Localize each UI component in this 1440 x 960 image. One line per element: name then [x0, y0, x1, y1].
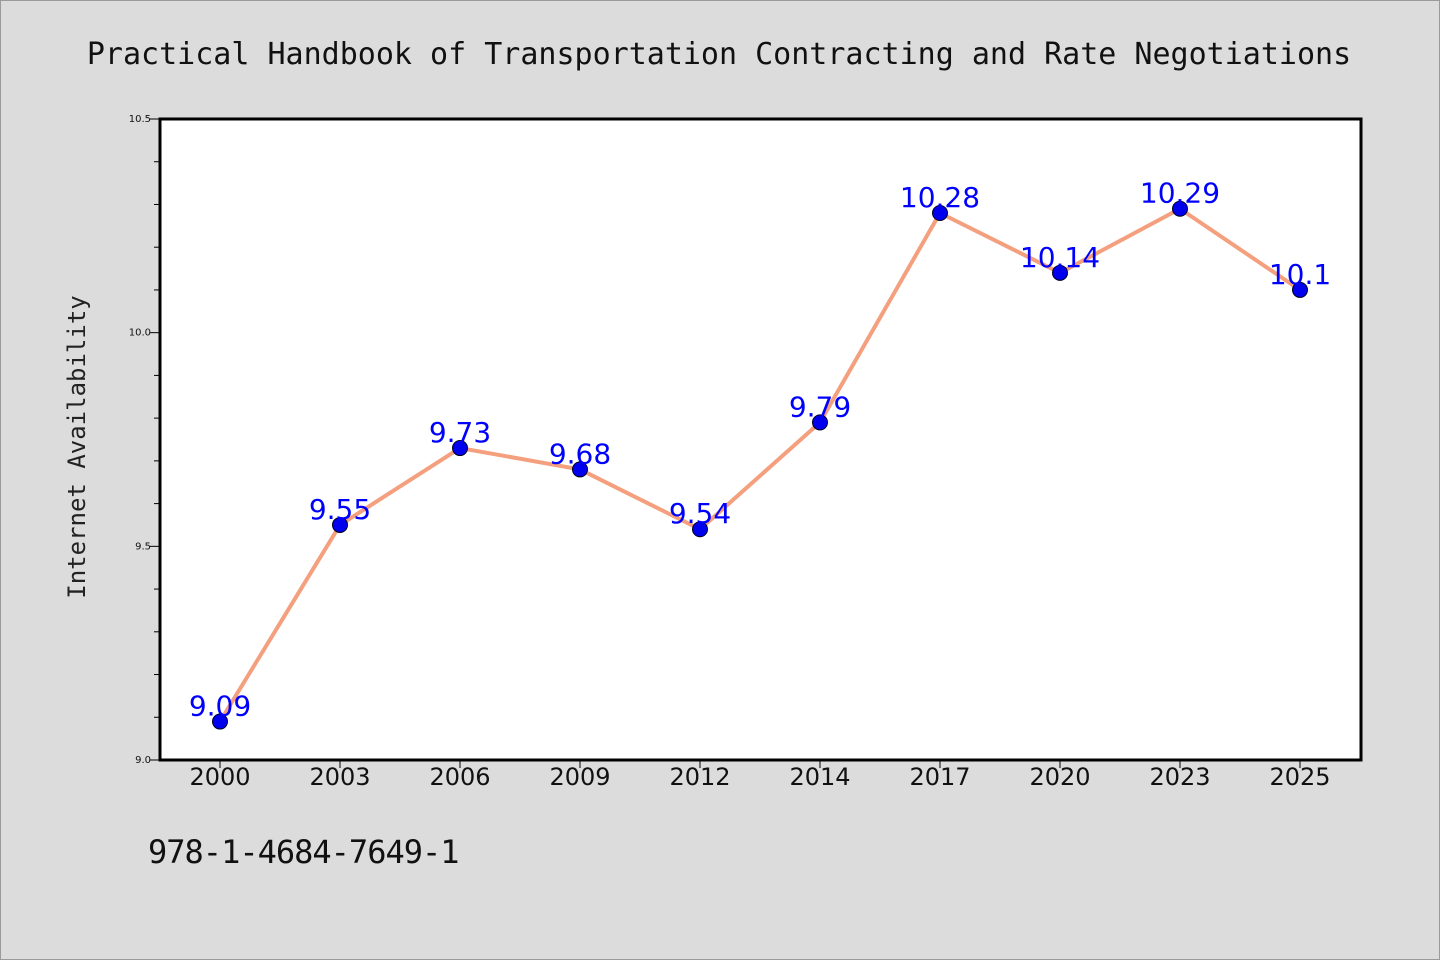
- y-axis-label: Internet Availability: [63, 295, 91, 598]
- data-label: 9.68: [549, 437, 611, 470]
- x-tick-label: 2000: [189, 763, 250, 791]
- x-tick-label: 2009: [549, 763, 610, 791]
- data-point: [692, 521, 708, 538]
- data-point: [332, 516, 348, 533]
- x-tick-label: 2006: [429, 763, 490, 791]
- data-point: [572, 461, 588, 478]
- chart-title: Practical Handbook of Transportation Con…: [87, 37, 1351, 72]
- data-point: [932, 205, 948, 222]
- data-point: [452, 440, 468, 457]
- marker-group: [212, 200, 1308, 730]
- y-axis-ticks: 9.0 9.5 10.0 10.5: [129, 114, 160, 766]
- isbn-text: 978-1-4684-7649-1: [148, 833, 460, 871]
- data-label-group: 9.09 9.55 9.73 9.68 9.54 9.79 10.28 10.14 10.29 1…: [189, 177, 1331, 723]
- series-line: [218, 206, 1302, 724]
- data-label: 9.09: [189, 690, 251, 723]
- data-point: [812, 414, 828, 431]
- data-point: [1172, 200, 1188, 217]
- data-label: 10.14: [1020, 241, 1100, 274]
- x-tick-label: 2012: [669, 763, 730, 791]
- x-tick-label: 2014: [789, 763, 850, 791]
- y-tick-label: 10.5: [129, 114, 151, 125]
- data-point: [1052, 264, 1068, 281]
- y-tick-label: 9.5: [135, 541, 151, 552]
- y-tick-label: 10.0: [129, 328, 151, 339]
- x-tick-label: 2020: [1029, 763, 1090, 791]
- data-label: 9.73: [429, 416, 491, 449]
- x-axis-ticks: 2000 2003 2006 2009 2012 2014 2017 2020 2023 2025: [189, 760, 1331, 791]
- data-point: [1292, 281, 1308, 298]
- x-tick-label: 2017: [909, 763, 970, 791]
- data-label: 10.29: [1140, 177, 1220, 210]
- x-tick-label: 2025: [1269, 763, 1330, 791]
- data-label: 10.28: [900, 181, 980, 214]
- plot-area: [158, 117, 1363, 762]
- data-point: [212, 713, 228, 730]
- x-tick-label: 2023: [1149, 763, 1210, 791]
- data-label: 9.54: [669, 497, 731, 530]
- y-tick-label: 9.0: [135, 755, 151, 766]
- series-line-group: [218, 206, 1302, 724]
- y-minor-ticks: [154, 161, 160, 718]
- x-tick-label: 2003: [309, 763, 370, 791]
- data-label: 9.79: [789, 390, 851, 423]
- data-label: 10.1: [1269, 258, 1331, 291]
- data-label: 9.55: [309, 493, 371, 526]
